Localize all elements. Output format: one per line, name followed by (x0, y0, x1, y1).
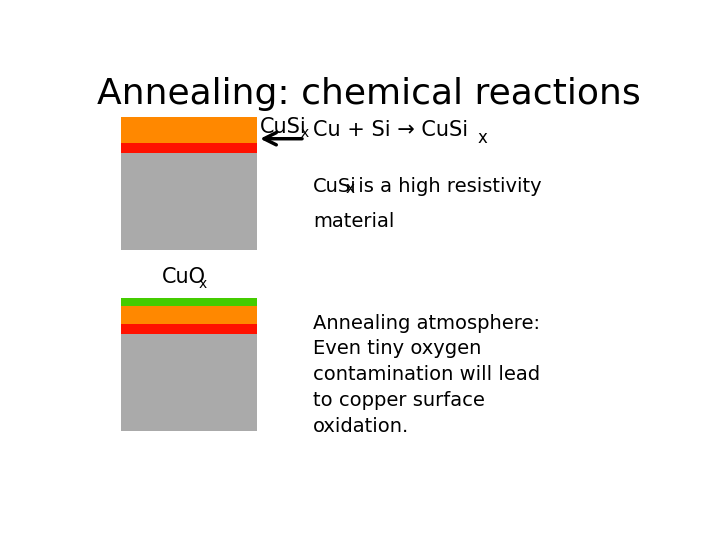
Text: CuSi: CuSi (260, 117, 307, 137)
Text: Annealing: chemical reactions: Annealing: chemical reactions (97, 77, 641, 111)
Text: x: x (346, 181, 354, 196)
Text: CuO: CuO (162, 267, 206, 287)
Text: is a high resistivity: is a high resistivity (352, 177, 542, 195)
Text: CuSi: CuSi (313, 177, 357, 195)
Bar (121, 306, 258, 324)
Bar (121, 324, 258, 334)
Bar (121, 144, 258, 153)
Bar (121, 298, 258, 306)
Text: x: x (199, 276, 207, 291)
Bar (121, 117, 258, 144)
Text: x: x (300, 126, 309, 140)
Text: Annealing atmosphere:
Even tiny oxygen
contamination will lead
to copper surface: Annealing atmosphere: Even tiny oxygen c… (313, 314, 540, 436)
Text: material: material (313, 212, 395, 231)
Bar (121, 334, 258, 431)
Text: x: x (478, 129, 487, 146)
Text: Cu + Si → CuSi: Cu + Si → CuSi (313, 120, 468, 140)
Bar (121, 153, 258, 250)
